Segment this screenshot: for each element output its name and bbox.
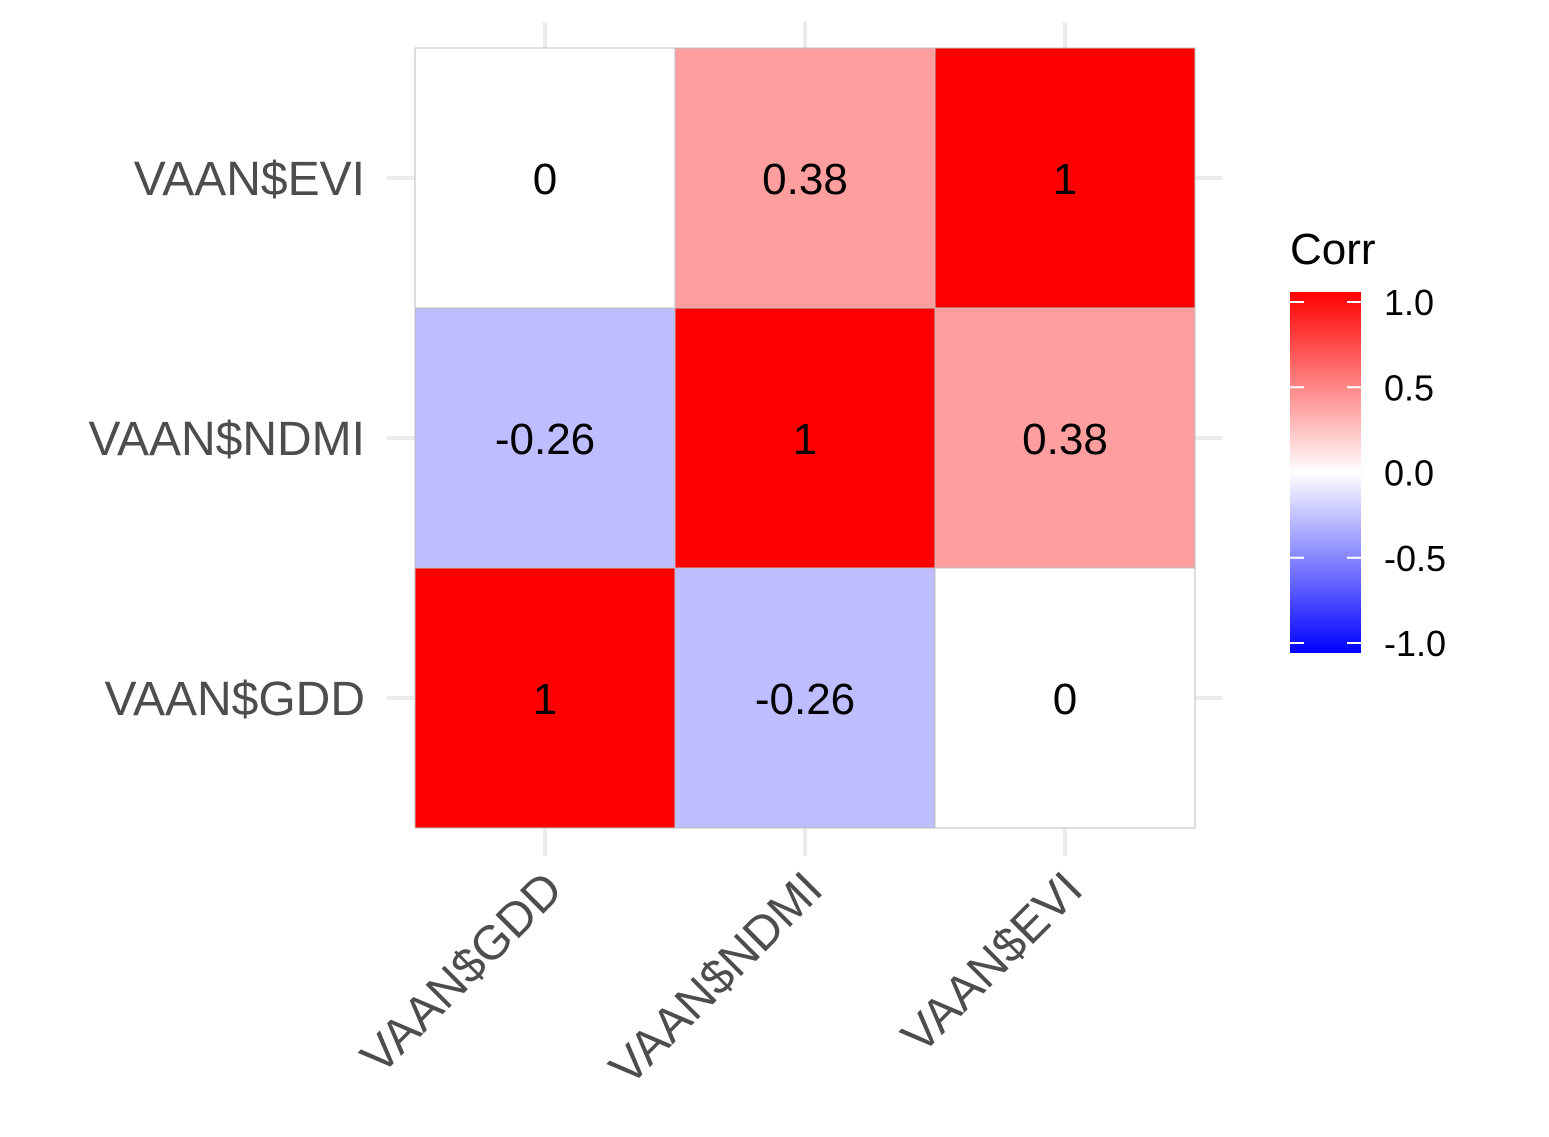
legend: Corr 1.0 0.5 0.0 -0.5 -1.0 xyxy=(1290,225,1446,664)
y-tick-label: VAAN$NDMI xyxy=(89,413,366,466)
cell-value-label: 0 xyxy=(1053,675,1077,724)
cell-value-label: -0.26 xyxy=(755,675,855,724)
heatmap-cells xyxy=(414,47,1196,829)
cell-value-label: 0.38 xyxy=(1022,415,1108,464)
heatmap-cell xyxy=(414,47,676,309)
legend-tick-label: -1.0 xyxy=(1384,623,1446,664)
cell-value-label: -0.26 xyxy=(495,415,595,464)
cell-value-label: 1 xyxy=(1053,155,1077,204)
cell-labels: 1 -0.26 0 -0.26 1 0.38 0 0.38 1 xyxy=(495,155,1108,724)
heatmap-cell xyxy=(674,47,936,309)
heatmap-cell xyxy=(674,307,936,569)
heatmap-cell xyxy=(414,307,676,569)
cell-value-label: 1 xyxy=(793,415,817,464)
legend-tick-label: 0.5 xyxy=(1384,367,1434,408)
heatmap-cell xyxy=(934,47,1196,309)
heatmap-cell xyxy=(934,307,1196,569)
y-tick-label: VAAN$GDD xyxy=(104,673,365,726)
legend-tick-label: 1.0 xyxy=(1384,282,1434,323)
legend-ticks: 1.0 0.5 0.0 -0.5 -1.0 xyxy=(1290,282,1446,664)
heatmap-cell xyxy=(674,567,936,829)
heatmap-cell xyxy=(934,567,1196,829)
cell-value-label: 1 xyxy=(533,675,557,724)
y-tick-label: VAAN$EVI xyxy=(134,153,365,206)
y-axis: VAAN$GDD VAAN$NDMI VAAN$EVI xyxy=(89,153,366,726)
legend-tick-label: -0.5 xyxy=(1384,538,1446,579)
cell-value-label: 0 xyxy=(533,155,557,204)
legend-title: Corr xyxy=(1290,225,1376,274)
legend-tick-label: 0.0 xyxy=(1384,453,1434,494)
cell-value-label: 0.38 xyxy=(762,155,848,204)
